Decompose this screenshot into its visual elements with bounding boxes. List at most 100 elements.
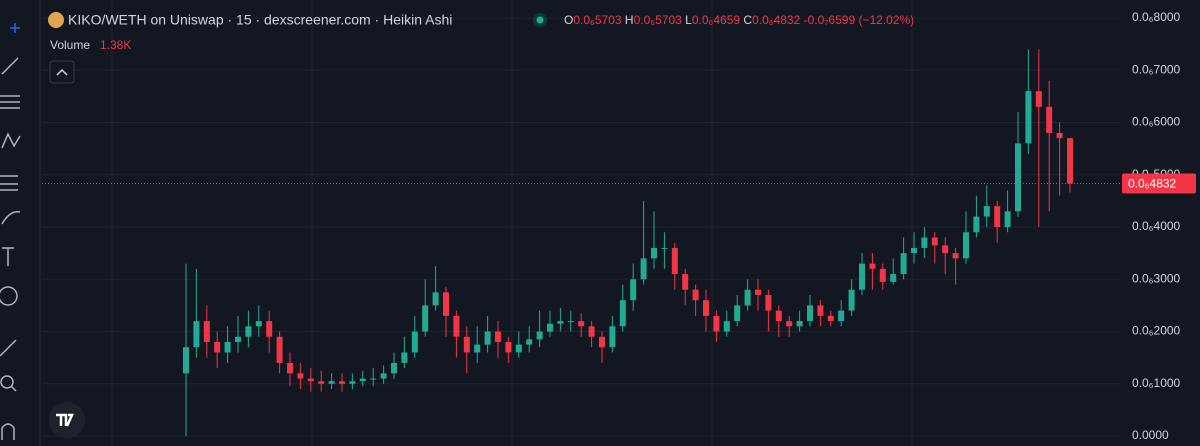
candle-body [900, 253, 907, 275]
candle-body [547, 323, 553, 332]
candle-body [890, 274, 897, 282]
close-value: 0.0₆4832 [752, 13, 801, 27]
candle-body [203, 321, 210, 342]
toolbar[interactable] [0, 0, 41, 446]
candle-body [422, 305, 429, 332]
candle-body [734, 305, 741, 322]
low-value: 0.0₆4659 [692, 13, 741, 27]
high-value: 0.0₆5703 [634, 13, 683, 27]
candle-body [1015, 143, 1021, 212]
token-icon [48, 12, 64, 28]
tradingview-logo[interactable] [49, 402, 85, 438]
candle-body [1056, 132, 1063, 139]
candle-body [848, 289, 855, 311]
grid [42, 17, 1120, 437]
candle-body [578, 321, 585, 327]
close-label: C [743, 13, 752, 27]
candle-body [183, 347, 189, 374]
ohlc-legend: O0.0₆5703 H0.0₆5703 L0.0₆4659 C0.0₆4832 … [564, 13, 914, 27]
candle-body [755, 289, 761, 295]
candle-body [921, 237, 928, 248]
candle-body [287, 362, 293, 374]
candle-body [588, 326, 595, 337]
candle-body [692, 289, 699, 301]
price-tag [1122, 173, 1196, 194]
candle-body [484, 331, 491, 345]
open-value: 0.0₆5703 [573, 13, 622, 27]
candle-body [827, 315, 834, 322]
candle-body [297, 373, 304, 379]
overlay: 0.0000 0.0₆1000 0.0₆2000 0.0₆3000 0.0₆4000 0.… [42, 0, 1200, 446]
candle-body [983, 206, 990, 217]
candle-body [994, 206, 1001, 228]
candle-body [318, 381, 325, 384]
candle-body [796, 321, 803, 327]
collapse-button[interactable] [49, 60, 75, 84]
price-tag-label: 0.0₆4832 [1128, 177, 1177, 191]
candle-body [276, 336, 283, 363]
candle-body [651, 247, 657, 259]
candle-body [432, 292, 439, 306]
candle-body [370, 378, 377, 380]
y-tick-label: 0.0₆7000 [1132, 62, 1181, 76]
open-label: O [564, 13, 573, 27]
high-label: H [625, 13, 634, 27]
y-tick-label: 0.0₆3000 [1132, 271, 1181, 285]
y-tick-label: 0.0000 [1132, 428, 1169, 442]
candle-body [807, 305, 813, 322]
low-label: L [685, 13, 692, 27]
candle-body [266, 321, 273, 337]
volume-label: Volume [50, 38, 90, 52]
candle-body [505, 341, 512, 353]
candle-body [817, 305, 824, 316]
candle-body [703, 300, 709, 316]
candle-body [1035, 91, 1042, 107]
candle-body [869, 263, 876, 269]
change-value: -0.0₇6599 (−12.02%) [804, 13, 915, 27]
candle-body [952, 253, 959, 259]
candle-body [495, 331, 501, 342]
candle-body [661, 247, 668, 249]
status-dot [536, 16, 544, 24]
candle-body [640, 258, 647, 280]
candle-body [526, 339, 533, 345]
candle-body [838, 310, 845, 322]
candle-body [619, 300, 626, 327]
y-tick-label: 0.0₆6000 [1132, 115, 1181, 129]
candle-body [942, 245, 949, 254]
y-tick-label: 0.0₆4000 [1132, 219, 1181, 233]
candle-body [328, 381, 335, 384]
candle-body [380, 373, 387, 379]
candle-body [1046, 106, 1053, 133]
candle-body [235, 336, 241, 342]
candle-body [214, 341, 221, 353]
candle-body [453, 315, 460, 337]
candle-body [630, 279, 637, 301]
candle-body [963, 232, 969, 259]
price-axis-bg [1120, 0, 1200, 446]
candle-body [391, 362, 397, 374]
chart-title: KIKO/WETH on Uniswap · 15 · dexscreener.… [68, 12, 452, 28]
candle-body [713, 315, 720, 332]
candle-body [1067, 138, 1073, 184]
candle-body [744, 289, 751, 306]
vertical-grid [111, 0, 913, 446]
candle-body [359, 378, 366, 382]
candle-body [224, 341, 231, 353]
candle-body [599, 336, 605, 348]
candle-body [859, 263, 865, 290]
candle-body [723, 321, 730, 332]
candle-body [671, 247, 678, 275]
candle-body [973, 216, 980, 233]
candle-body [349, 381, 356, 384]
candle-body [307, 378, 314, 382]
candle-body [245, 326, 252, 337]
candle-body [682, 274, 689, 290]
candle-body [474, 344, 481, 353]
candle-body [1004, 211, 1011, 228]
candle-body [515, 344, 522, 353]
candle-body [557, 321, 564, 324]
candle-body [401, 352, 408, 363]
